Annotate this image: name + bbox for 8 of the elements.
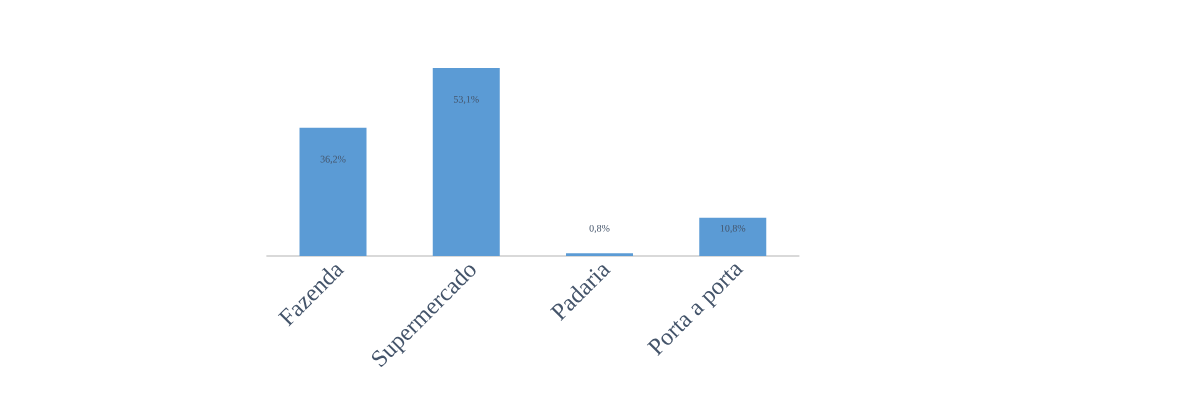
bar: [432, 68, 500, 256]
bar: [566, 253, 634, 256]
bar: [299, 127, 367, 256]
data-label: 53,1%: [453, 95, 479, 105]
data-label: 0,8%: [589, 224, 610, 234]
data-label: 10,8%: [720, 224, 746, 234]
data-label: 36,2%: [320, 155, 346, 164]
bar: [699, 217, 767, 256]
